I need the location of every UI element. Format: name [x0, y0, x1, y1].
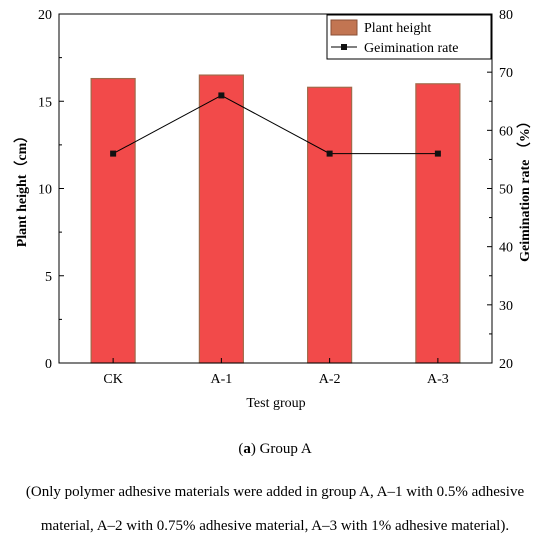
right-tick-label: 60 [499, 124, 513, 139]
right-tick-label: 40 [499, 241, 513, 256]
germination-rate-line [112, 94, 438, 155]
x-axis-label: Test group [246, 396, 305, 411]
right-tick-label: 80 [499, 8, 513, 23]
bar-a-1 [198, 74, 244, 364]
legend-line-label: Geimination rate [364, 41, 458, 56]
left-axis-ticks: 0 5 10 15 20 [38, 8, 64, 372]
chart: 0 5 10 15 20 20 30 40 50 60 70 80 CK A-1 A-2 A-3 Test… [14, 8, 533, 411]
bar-a-3 [415, 83, 461, 364]
bar-ck [90, 77, 136, 364]
x-tick-label: A-3 [427, 372, 449, 387]
legend-bar-label: Plant height [364, 21, 431, 36]
left-axis-label: Plant height（cm） [14, 129, 30, 248]
figure-caption-note-line-1: (Only polymer adhesive materials were ad… [25, 484, 525, 500]
right-tick-label: 70 [499, 66, 513, 81]
figure-caption-note-line-2: material, A–2 with 0.75% adhesive materi… [40, 518, 510, 534]
germination-point-a-2 [326, 150, 333, 157]
germination-point-a-1 [218, 92, 225, 99]
x-tick-label: A-1 [210, 372, 232, 387]
bars-layer [90, 74, 461, 364]
left-tick-label: 20 [38, 8, 52, 23]
left-tick-label: 10 [38, 183, 52, 198]
right-tick-label: 30 [499, 299, 513, 314]
germination-point-ck [110, 150, 117, 157]
right-axis-label: Geimination rate （%） [517, 114, 533, 262]
legend: Plant height Geimination rate [326, 14, 492, 60]
right-tick-label: 20 [499, 357, 513, 372]
legend-line-marker [341, 44, 347, 50]
x-tick-label: CK [103, 372, 122, 387]
left-tick-label: 5 [45, 270, 52, 285]
right-tick-label: 50 [499, 183, 513, 198]
line-layer [110, 92, 441, 157]
x-axis-ticks: CK A-1 A-2 A-3 [103, 358, 449, 387]
germination-point-a-3 [434, 150, 441, 157]
legend-bar-swatch [330, 19, 358, 36]
caption-label-letter: a [243, 441, 251, 457]
right-axis-ticks: 20 30 40 50 60 70 80 [487, 8, 513, 372]
bar-a-2 [307, 86, 353, 364]
left-tick-label: 15 [38, 95, 52, 110]
figure-caption-title: (a) Group A [238, 441, 312, 457]
left-tick-label: 0 [45, 357, 52, 372]
x-tick-label: A-2 [319, 372, 341, 387]
